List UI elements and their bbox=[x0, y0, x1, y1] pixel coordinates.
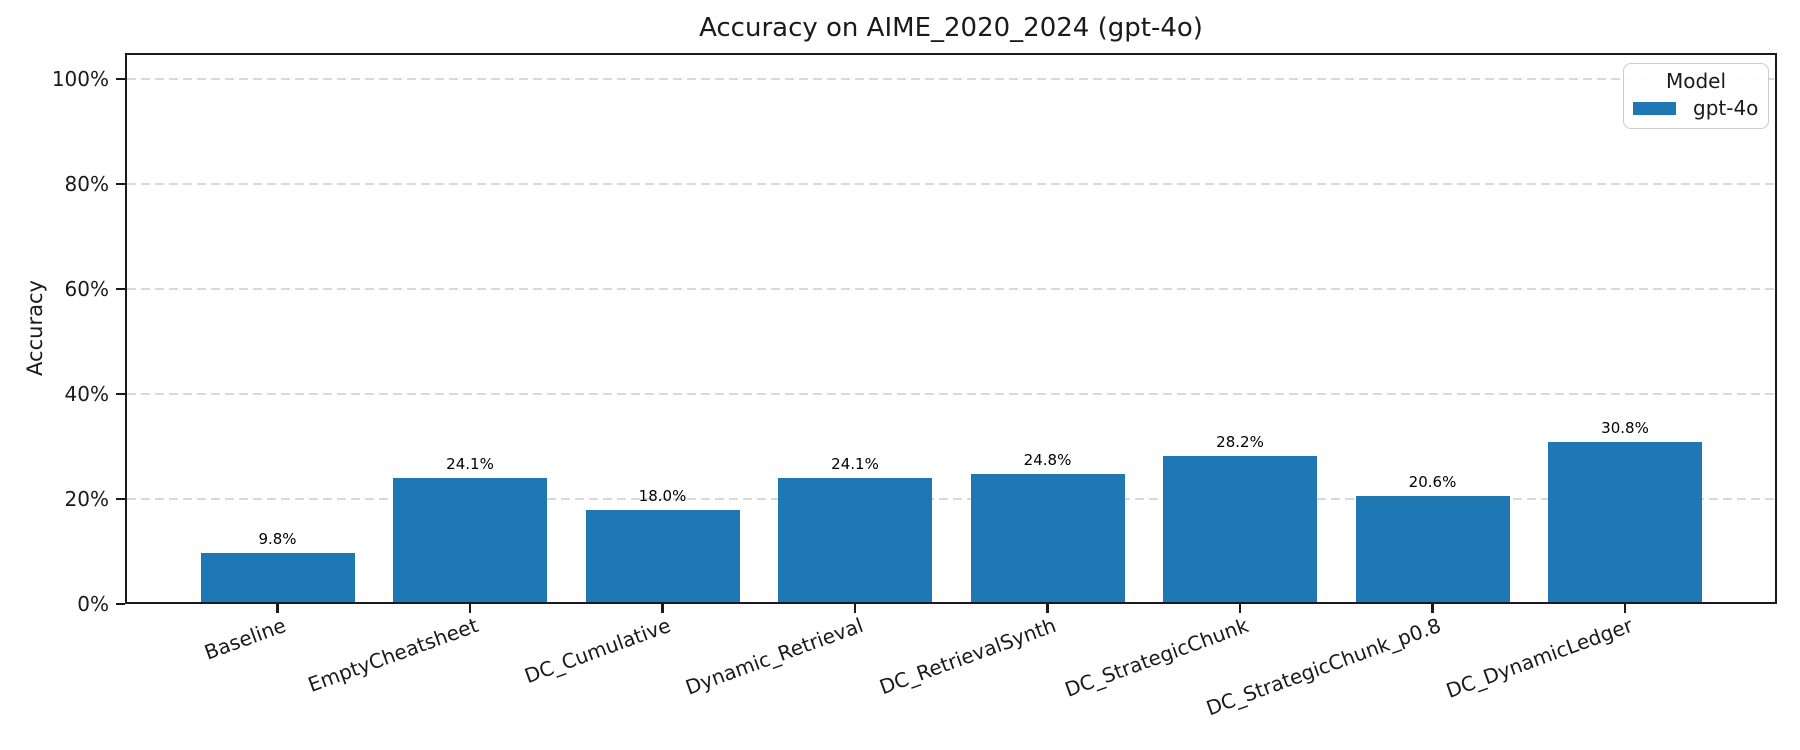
x-tick-label-EmptyCheatsheet: EmptyCheatsheet bbox=[304, 613, 482, 697]
legend-color-swatch bbox=[1633, 101, 1676, 115]
bar-value-label-DC_RetrievalSynth: 24.8% bbox=[1023, 450, 1072, 469]
x-tick-label-DC_RetrievalSynth: DC_RetrievalSynth bbox=[875, 613, 1059, 700]
bar-value-label-DC_Cumulative: 18.0% bbox=[638, 486, 687, 505]
x-tick-mark bbox=[1623, 604, 1627, 613]
bar-value-label-Baseline: 9.8% bbox=[258, 529, 297, 548]
bar-DC_DynamicLedger bbox=[1548, 442, 1702, 604]
x-tick-mark bbox=[661, 604, 664, 613]
legend: Model gpt-4o bbox=[1623, 63, 1769, 129]
gridline-100% bbox=[127, 78, 1775, 81]
x-tick-label-Dynamic_Retrieval: Dynamic_Retrieval bbox=[682, 613, 867, 700]
y-tick-mark bbox=[116, 77, 125, 81]
x-tick-label-DC_DynamicLedger: DC_DynamicLedger bbox=[1443, 613, 1637, 703]
bar-value-label-DC_StrategicChunk: 28.2% bbox=[1216, 433, 1264, 452]
bar-DC_StrategicChunk_p0.8 bbox=[1355, 495, 1510, 604]
y-tick-mark bbox=[116, 497, 125, 501]
legend-entry-label: gpt-4o bbox=[1693, 96, 1759, 120]
y-tick-label: 80% bbox=[64, 172, 109, 197]
bar-EmptyCheatsheet bbox=[393, 477, 547, 604]
bar-value-label-EmptyCheatsheet: 24.1% bbox=[446, 454, 494, 473]
bar-value-label-DC_StrategicChunk_p0.8: 20.6% bbox=[1408, 472, 1457, 491]
y-tick-mark bbox=[116, 602, 125, 606]
gridline-60% bbox=[127, 288, 1775, 291]
x-tick-mark bbox=[1046, 604, 1049, 613]
bar-DC_RetrievalSynth bbox=[970, 473, 1125, 604]
y-tick-mark bbox=[116, 182, 125, 186]
chart-title: Accuracy on AIME_2020_2024 (gpt-4o) bbox=[699, 13, 1203, 43]
bar-DC_StrategicChunk bbox=[1163, 456, 1317, 604]
y-tick-label: 100% bbox=[51, 67, 109, 92]
bar-value-label-Dynamic_Retrieval: 24.1% bbox=[831, 454, 879, 473]
gridline-40% bbox=[127, 393, 1775, 396]
y-tick-label: 20% bbox=[64, 487, 109, 512]
legend-title: Model bbox=[1665, 69, 1727, 93]
bar-DC_Cumulative bbox=[585, 509, 740, 604]
x-tick-label-DC_Cumulative: DC_Cumulative bbox=[521, 613, 674, 689]
y-tick-label: 60% bbox=[64, 277, 109, 302]
bar-Dynamic_Retrieval bbox=[778, 477, 932, 604]
gridline-80% bbox=[127, 183, 1775, 186]
x-tick-mark bbox=[1431, 604, 1434, 613]
legend-item-gpt-4o: gpt-4o bbox=[1624, 96, 1768, 120]
x-tick-mark bbox=[468, 604, 472, 613]
y-tick-label: 0% bbox=[77, 592, 109, 616]
bar-Baseline bbox=[200, 552, 355, 604]
x-tick-mark bbox=[276, 604, 279, 613]
x-tick-label-DC_StrategicChunk: DC_StrategicChunk bbox=[1061, 613, 1252, 702]
y-tick-label: 40% bbox=[64, 382, 109, 407]
y-tick-mark bbox=[116, 287, 125, 291]
gridline-20% bbox=[127, 498, 1775, 501]
y-tick-mark bbox=[116, 392, 125, 396]
x-tick-mark bbox=[1238, 604, 1242, 613]
bar-value-label-DC_DynamicLedger: 30.8% bbox=[1601, 419, 1649, 438]
plot-area-border bbox=[125, 53, 1777, 604]
x-tick-label-Baseline: Baseline bbox=[200, 613, 289, 665]
x-tick-mark bbox=[853, 604, 857, 613]
